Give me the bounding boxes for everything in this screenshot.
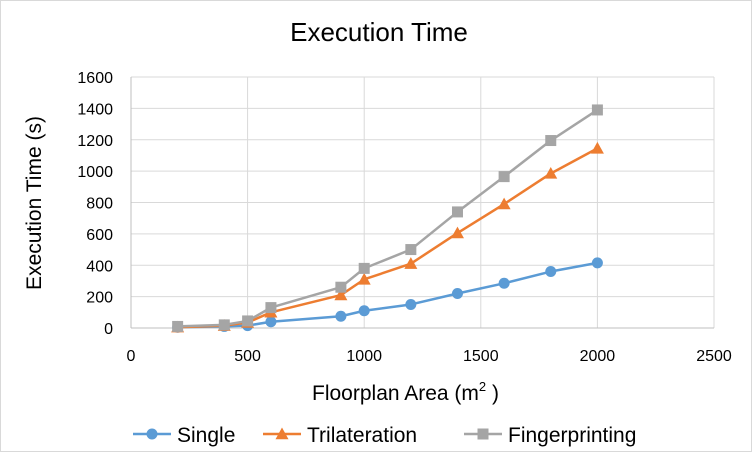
legend-marker-trilateration [275,427,289,440]
x-tick-label: 500 [234,348,261,365]
x-tick-label: 1500 [463,348,499,365]
y-tick-label: 400 [86,258,113,275]
single-point [591,257,603,269]
y-tick-label: 1600 [77,70,113,87]
tick-labels: 0 200 400 600 800 1000 1200 1400 1600 0 500 1000 150… [77,70,731,365]
legend-marker-fingerprinting [477,428,489,440]
x-axis-title-end: ) [486,382,499,405]
fingerprinting-point [405,244,417,256]
x-tick-label: 1000 [346,348,382,365]
x-axis-title-main: Floorplan Area (m [312,382,479,405]
x-tick-label: 0 [127,348,136,365]
legend-item-fingerprinting: Fingerprinting [464,424,636,447]
fingerprinting-point [265,302,277,314]
legend-item-trilateration: Trilateration [263,424,417,447]
legend-marker-single [146,428,158,440]
series-trilateration [171,141,604,333]
trilateration-point [357,272,371,285]
single-point [265,316,277,328]
x-tick-label: 2000 [580,348,616,365]
y-tick-label: 200 [86,290,113,307]
y-tick-label: 800 [86,196,113,213]
single-point [545,266,557,278]
legend-item-single: Single [133,424,235,447]
fingerprinting-line [177,108,599,328]
x-axis-title-sup: 2 [479,379,486,394]
series-fingerprinting [172,104,603,332]
trilateration-point [404,257,418,269]
y-tick-label: 1400 [77,101,113,118]
legend: Single Trilateration Fingerprinting [133,424,636,447]
single-point [498,277,510,289]
trilateration-line [177,147,598,329]
grid [131,76,715,328]
fingerprinting-point [172,320,184,332]
legend-label-single: Single [177,424,235,447]
y-tick-label: 1000 [77,164,113,181]
y-tick-label: 0 [104,321,113,338]
y-tick-label: 600 [86,227,113,244]
legend-label-trilateration: Trilateration [307,424,417,447]
x-axis-title: Floorplan Area (m2 ) [312,379,499,405]
trilateration-point [334,288,348,301]
trilateration-point [590,141,604,154]
single-point [405,298,417,310]
fingerprinting-point [335,281,347,293]
single-point [358,305,370,317]
trilateration-point [450,226,464,239]
fingerprinting-point [451,206,463,218]
legend-label-fingerprinting: Fingerprinting [508,424,636,447]
x-tick-label: 2500 [696,348,732,365]
fingerprinting-point [242,315,254,327]
trilateration-point [497,197,511,210]
series-layer [171,104,604,333]
single-point [335,310,347,322]
y-axis-title: Execution Time (s) [23,116,46,290]
chart-title: Execution Time [290,17,468,47]
fingerprinting-point [218,319,230,331]
fingerprinting-point [358,262,370,274]
trilateration-point [544,166,558,179]
series-single [172,257,603,333]
fingerprinting-point [545,135,557,147]
y-tick-label: 1200 [77,133,113,150]
fingerprinting-point [498,171,510,183]
fingerprinting-point [591,104,603,116]
single-point [451,287,463,299]
